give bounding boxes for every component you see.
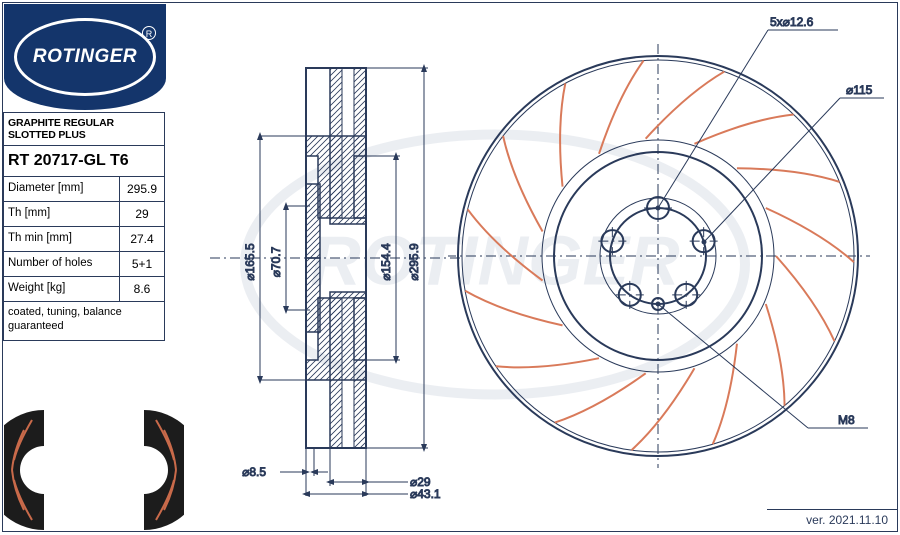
spec-label: Th [mm]	[4, 202, 120, 226]
spec-value: 8.6	[120, 277, 164, 301]
front-view: 5x⌀12.6 ⌀115 M8	[448, 4, 888, 504]
dim-pcd: ⌀115	[846, 83, 873, 97]
spec-table: GRAPHITE REGULAR SLOTTED PLUS RT 20717-G…	[3, 112, 165, 341]
table-row: Weight [kg] 8.6	[4, 277, 164, 302]
spec-value: 29	[120, 202, 164, 226]
table-row: Number of holes 5+1	[4, 252, 164, 277]
dim-thread: M8	[838, 413, 855, 427]
spec-value: 5+1	[120, 252, 164, 276]
spec-label: Diameter [mm]	[4, 177, 120, 201]
table-row: Diameter [mm] 295.9	[4, 177, 164, 202]
table-row: Th min [mm] 27.4	[4, 227, 164, 252]
spec-label: Weight [kg]	[4, 277, 120, 301]
dim-d1: ⌀165.5	[243, 243, 257, 281]
part-number: RT 20717-GL T6	[4, 146, 164, 177]
spec-value: 27.4	[120, 227, 164, 251]
dim-t3: ⌀43.1	[410, 487, 441, 501]
version-divider	[767, 509, 897, 510]
dim-d3: ⌀154.4	[379, 243, 393, 281]
technical-drawing: ⌀165.5 ⌀70.7 ⌀154.4 ⌀295.9	[170, 4, 896, 530]
spec-value: 295.9	[120, 177, 164, 201]
dim-t1: ⌀8.5	[242, 465, 266, 479]
spec-label: Th min [mm]	[4, 227, 120, 251]
dim-d2: ⌀70.7	[269, 246, 283, 277]
brand-text: ROTINGER	[33, 46, 137, 68]
logo-oval: ROTINGER	[14, 18, 156, 96]
brand-logo: ROTINGER R	[4, 4, 166, 110]
dim-d4: ⌀295.9	[407, 243, 421, 281]
version-label: ver. 2021.11.10	[802, 512, 892, 528]
spec-note: coated, tuning, balance guaranteed	[4, 302, 164, 340]
spec-label: Number of holes	[4, 252, 120, 276]
table-row: Th [mm] 29	[4, 202, 164, 227]
spec-header: GRAPHITE REGULAR SLOTTED PLUS	[4, 113, 164, 146]
dim-holes: 5x⌀12.6	[770, 15, 814, 29]
side-section-view: ⌀165.5 ⌀70.7 ⌀154.4 ⌀295.9	[210, 28, 460, 508]
disc-silhouette	[4, 380, 184, 530]
registered-icon: R	[142, 26, 156, 40]
